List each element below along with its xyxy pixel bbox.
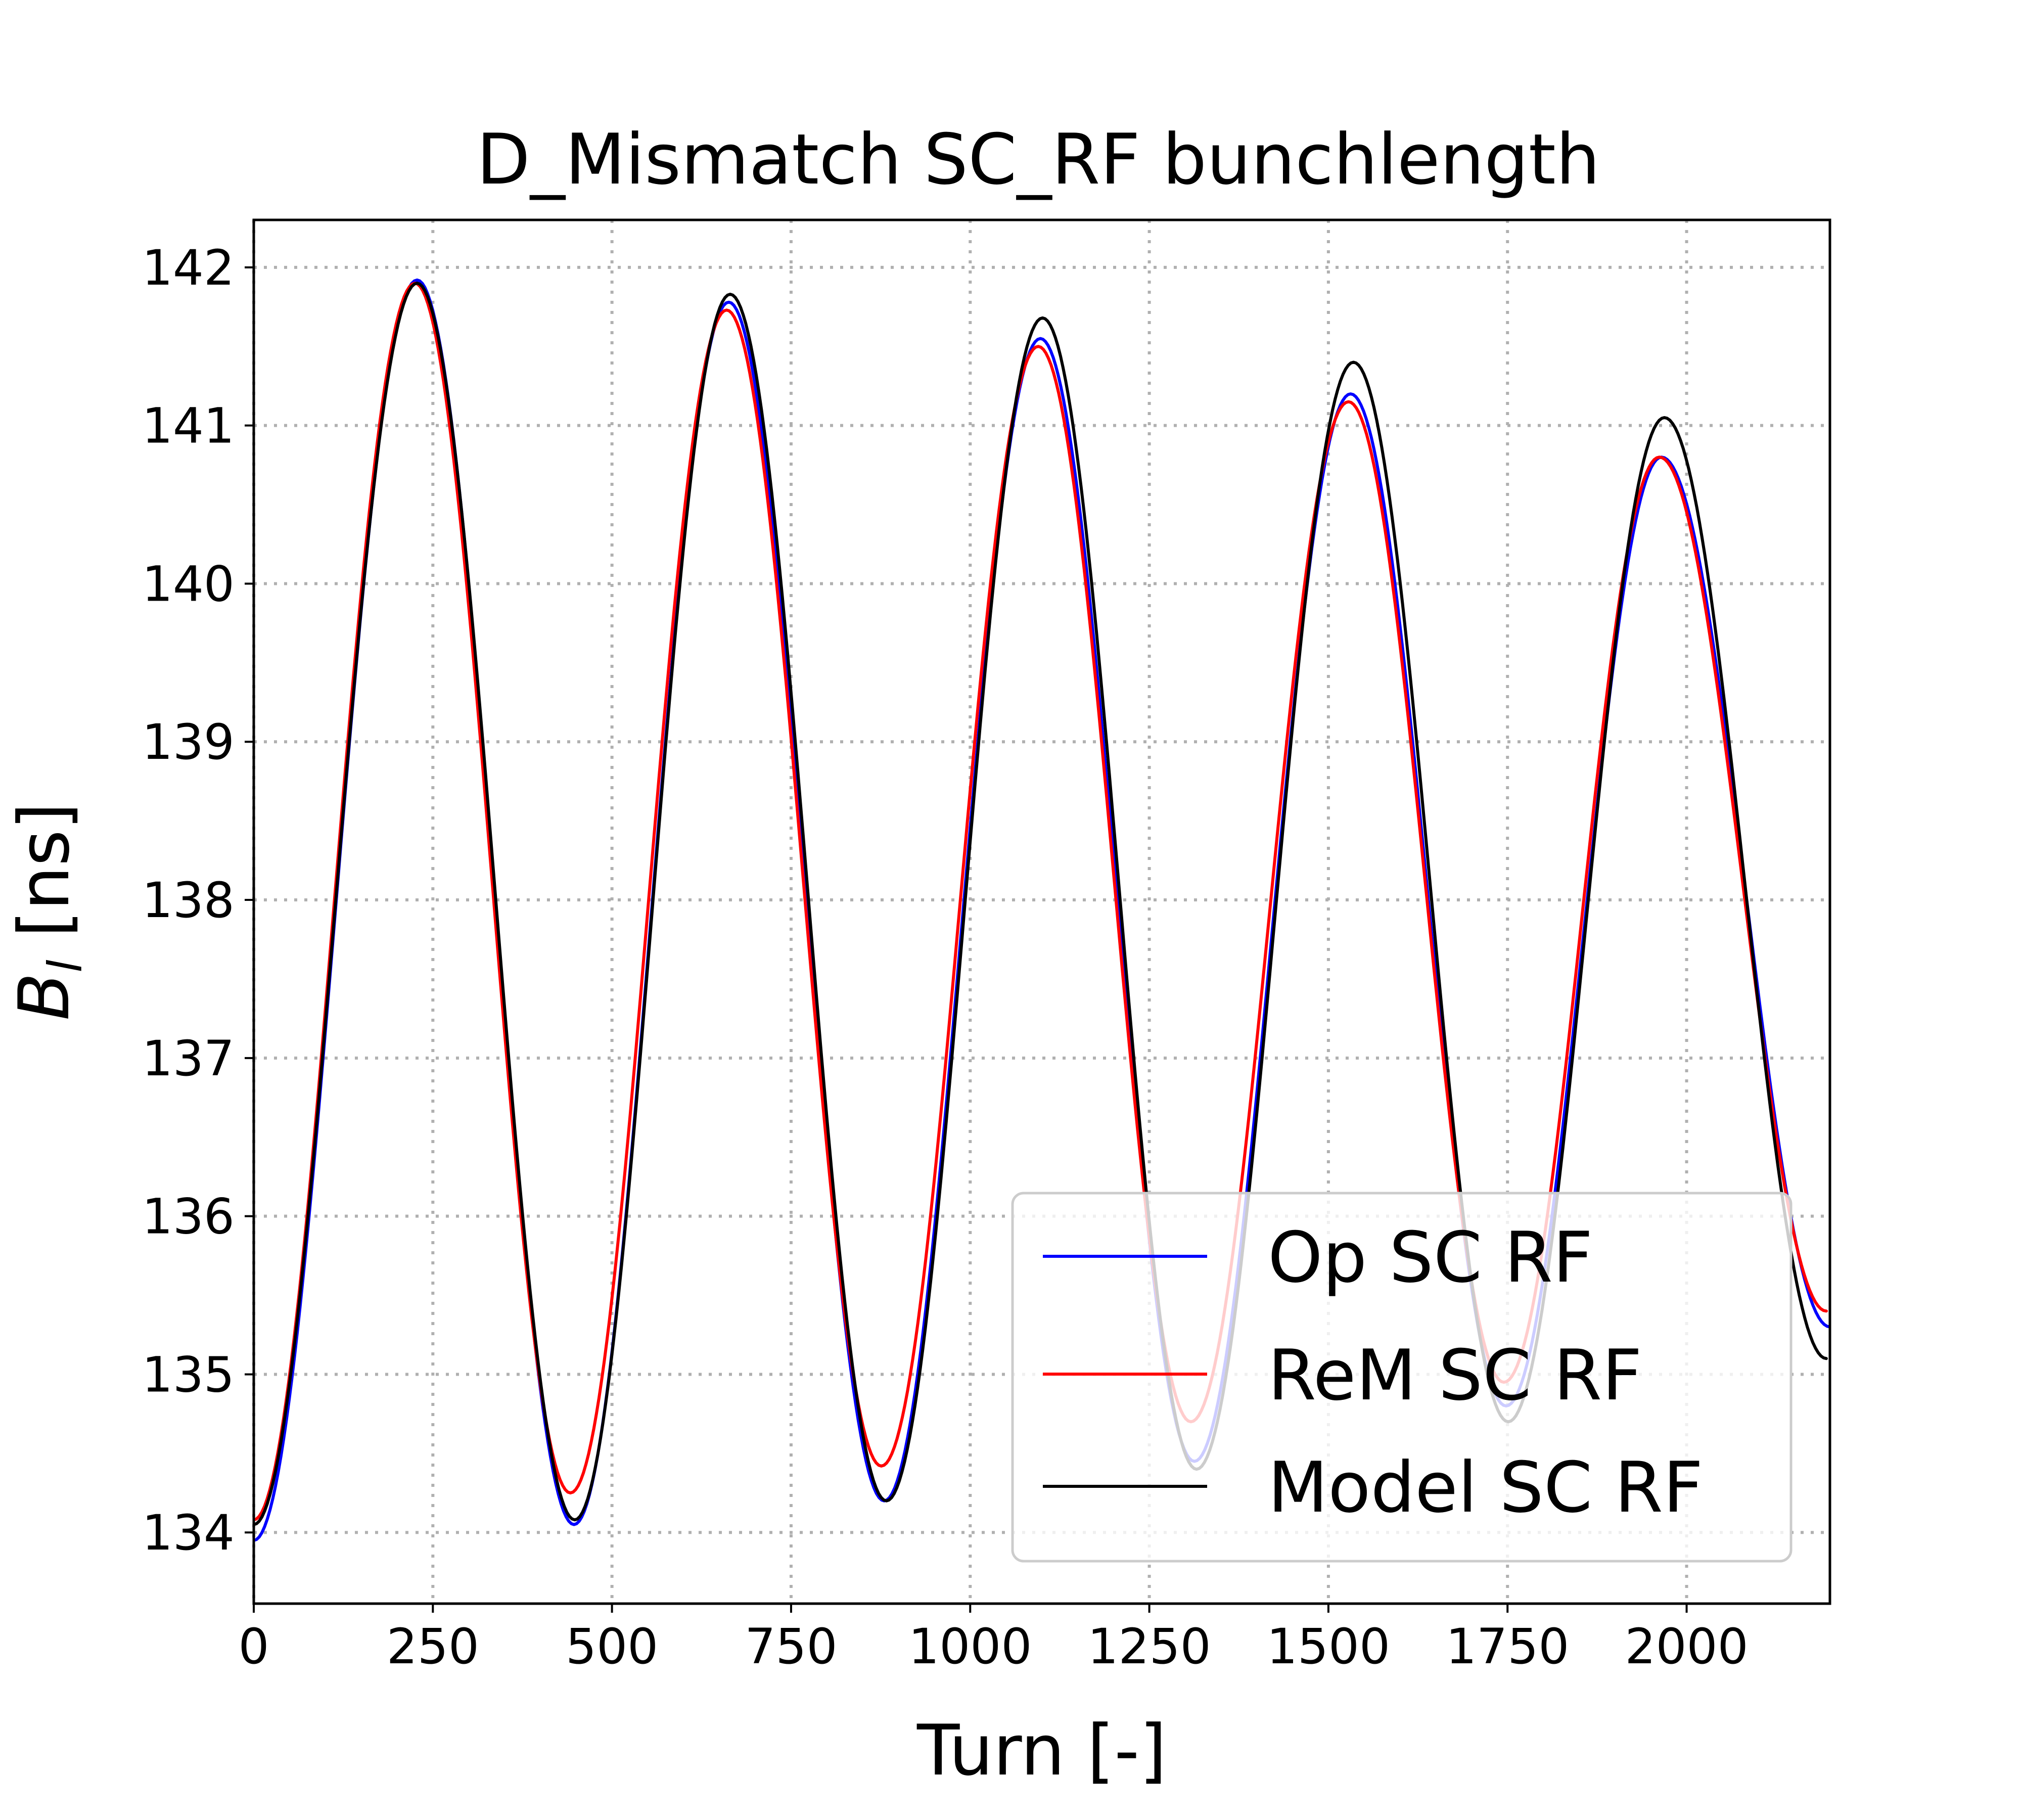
x-tick-label: 250	[387, 1618, 479, 1675]
x-axis-label: Turn [-]	[916, 1710, 1167, 1791]
legend-label-rem-sc-rf: ReM SC RF	[1268, 1335, 1642, 1416]
x-tick-label: 0	[238, 1618, 269, 1675]
legend-label-model-sc-rf: Model SC RF	[1268, 1447, 1703, 1528]
series-line-model-sc-rf	[254, 282, 1828, 1526]
y-tick-labels: 134 135 136 137 138 139 140 141 142	[142, 240, 235, 1561]
plot-frame	[252, 218, 1831, 1605]
legend-box	[1011, 1192, 1793, 1563]
x-tick-label: 500	[566, 1618, 658, 1675]
x-tick-label: 2000	[1625, 1618, 1748, 1675]
y-tick-label: 138	[142, 872, 235, 929]
y-tick-label: 135	[142, 1346, 235, 1403]
y-tick-label: 134	[142, 1505, 235, 1561]
x-tick-label: 1250	[1087, 1618, 1211, 1675]
y-tick-label: 140	[142, 556, 235, 612]
y-tick-label: 139	[142, 714, 235, 770]
y-axis-label-subscript: l	[38, 960, 93, 973]
x-tick-label: 1500	[1267, 1618, 1390, 1675]
y-tick-label: 142	[142, 240, 235, 296]
chart-title: D_Mismatch SC_RF bunchlength	[477, 119, 1600, 200]
y-tick-label: 137	[142, 1030, 235, 1087]
legend-label-op-sc-rf: Op SC RF	[1268, 1217, 1593, 1298]
y-tick-label: 136	[142, 1189, 235, 1245]
x-tick-label: 750	[745, 1618, 837, 1675]
x-tick-label: 1750	[1446, 1618, 1569, 1675]
y-axis-label-unit: [ns]	[4, 802, 85, 960]
x-tick-label: 1000	[908, 1618, 1032, 1675]
series-line-rem-sc-rf	[254, 282, 1828, 1522]
y-axis-label: Bl [ns]	[4, 802, 93, 1020]
legend: Op SC RF ReM SC RF Model SC RF	[1011, 1192, 1793, 1563]
y-tick-label: 141	[142, 398, 235, 454]
y-axis-label-symbol: B	[4, 973, 85, 1021]
tick-marks	[245, 266, 1688, 1613]
plot-area	[254, 278, 1830, 1542]
x-tick-labels: 0 250 500 750 1000 1250 1500 1750 2000	[238, 1618, 1748, 1675]
